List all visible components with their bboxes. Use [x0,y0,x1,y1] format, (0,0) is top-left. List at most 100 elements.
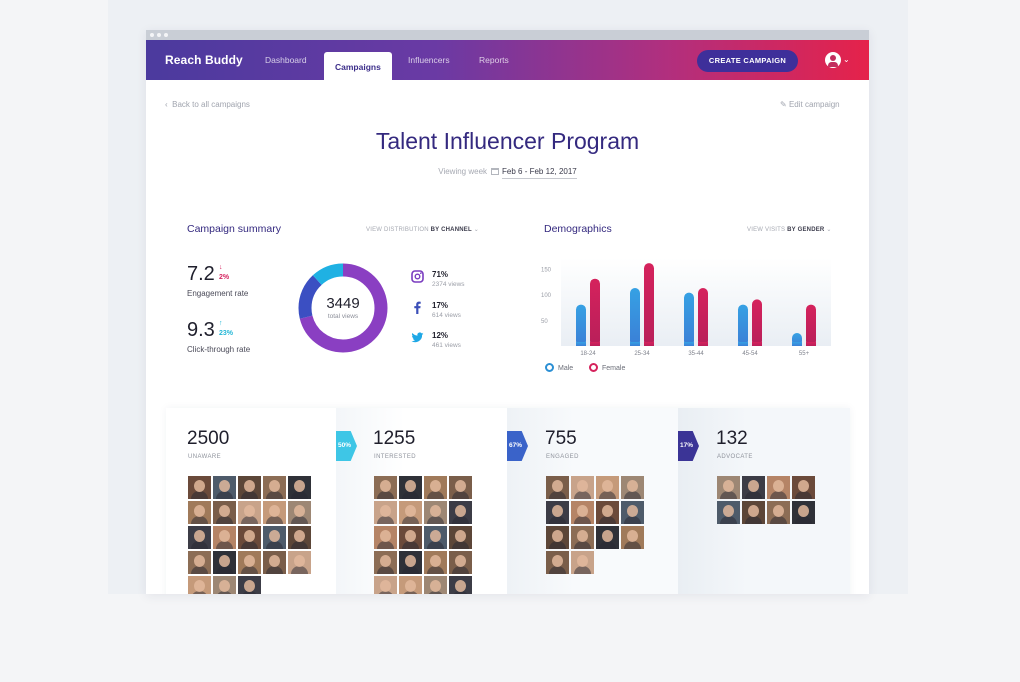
influencer-avatar[interactable] [449,526,472,549]
influencer-avatar[interactable] [188,501,211,524]
influencer-avatar[interactable] [213,526,236,549]
influencer-avatar[interactable] [596,501,619,524]
influencer-avatar[interactable] [288,501,311,524]
influencer-avatar[interactable] [213,476,236,499]
influencer-avatar[interactable] [374,576,397,594]
visits-dropdown-value: BY GENDER [787,227,825,233]
back-link[interactable]: ‹ Back to all campaigns [165,100,250,109]
influencer-avatar[interactable] [238,476,261,499]
influencer-avatar[interactable] [288,551,311,574]
bar-male-35-44[interactable] [684,292,694,346]
brand-logo[interactable]: Reach Buddy [165,53,243,67]
bar-female-35-44[interactable] [698,288,708,346]
influencer-avatar[interactable] [374,501,397,524]
chevron-down-icon: ⌄ [826,227,832,233]
legend-male[interactable]: Male [545,363,573,372]
influencer-avatar[interactable] [792,501,815,524]
instagram-views: 2374 views [432,281,465,288]
influencer-avatar[interactable] [238,551,261,574]
influencer-avatar[interactable] [238,576,261,594]
influencer-avatar[interactable] [263,526,286,549]
visits-dropdown[interactable]: VIEW VISITS BY GENDER ⌄ [747,226,832,233]
engagement-rate-label: Engagement rate [187,289,249,298]
influencer-avatar[interactable] [263,501,286,524]
bar-male-45-54[interactable] [738,304,748,346]
legend-female[interactable]: Female [589,363,625,372]
influencer-avatar[interactable] [717,501,740,524]
influencer-avatar[interactable] [213,576,236,594]
influencer-avatar[interactable] [571,551,594,574]
influencer-avatar[interactable] [374,476,397,499]
influencer-avatar[interactable] [399,551,422,574]
influencer-avatar[interactable] [621,501,644,524]
influencer-avatar[interactable] [449,476,472,499]
x-tick-label: 35-44 [688,351,704,355]
bar-female-18-24[interactable] [590,278,600,346]
influencer-avatar[interactable] [596,476,619,499]
edit-campaign-link[interactable]: ✎ Edit campaign [780,100,840,109]
influencer-avatar[interactable] [238,501,261,524]
create-campaign-button[interactable]: CREATE CAMPAIGN [697,50,798,72]
influencer-avatar[interactable] [792,476,815,499]
influencer-avatar[interactable] [424,576,447,594]
visits-dropdown-prefix: VIEW VISITS [747,227,786,233]
bar-female-25-34[interactable] [644,263,654,346]
influencer-avatar[interactable] [399,526,422,549]
user-avatar-icon[interactable] [825,52,841,68]
influencer-avatar[interactable] [449,501,472,524]
influencer-avatar[interactable] [767,476,790,499]
influencer-avatar[interactable] [424,551,447,574]
week-selector[interactable]: Viewing week Feb 6 - Feb 12, 2017 [146,167,869,179]
influencer-avatar[interactable] [213,551,236,574]
influencer-avatar[interactable] [546,526,569,549]
influencer-avatar[interactable] [742,501,765,524]
week-value[interactable]: Feb 6 - Feb 12, 2017 [502,167,577,179]
influencer-avatar[interactable] [449,551,472,574]
bar-male-18-24[interactable] [576,304,586,346]
influencer-avatar[interactable] [571,476,594,499]
influencer-avatar[interactable] [767,501,790,524]
influencer-avatar[interactable] [188,476,211,499]
influencer-avatar[interactable] [424,476,447,499]
influencer-avatar[interactable] [546,501,569,524]
influencer-avatar[interactable] [374,526,397,549]
influencer-avatar[interactable] [717,476,740,499]
influencer-avatar[interactable] [546,476,569,499]
influencer-avatar[interactable] [374,551,397,574]
influencer-avatar[interactable] [546,551,569,574]
influencer-avatar[interactable] [424,526,447,549]
influencer-avatar[interactable] [399,476,422,499]
influencer-avatar[interactable] [188,526,211,549]
nav-dashboard[interactable]: Dashboard [265,55,307,65]
influencer-avatar[interactable] [263,476,286,499]
distribution-dropdown[interactable]: VIEW DISTRIBUTION BY CHANNEL ⌄ [366,226,479,233]
influencer-avatar[interactable] [399,576,422,594]
influencer-avatar[interactable] [399,501,422,524]
influencer-avatar[interactable] [188,551,211,574]
chevron-down-icon[interactable]: ⌄ [843,55,850,64]
x-tick-label: 25-34 [634,351,650,355]
arrow-up-icon: ↑ [219,320,223,327]
nav-reports[interactable]: Reports [479,55,509,65]
influencer-avatar[interactable] [188,576,211,594]
influencer-avatar[interactable] [213,501,236,524]
nav-campaigns[interactable]: Campaigns [324,52,392,80]
influencer-avatar[interactable] [288,476,311,499]
nav-influencers[interactable]: Influencers [408,55,450,65]
bar-male-25-34[interactable] [630,288,640,346]
influencer-avatar[interactable] [742,476,765,499]
bar-female-45-54[interactable] [752,299,762,346]
influencer-avatar[interactable] [571,526,594,549]
bar-female-55+[interactable] [806,304,816,346]
influencer-avatar[interactable] [288,526,311,549]
influencer-avatar[interactable] [621,526,644,549]
influencer-avatar[interactable] [424,501,447,524]
influencer-avatar[interactable] [596,526,619,549]
influencer-avatar[interactable] [571,501,594,524]
browser-window: Reach Buddy Dashboard Campaigns Influenc… [146,30,869,594]
influencer-avatar[interactable] [263,551,286,574]
influencer-avatar[interactable] [621,476,644,499]
avatar-grid [374,476,472,594]
influencer-avatar[interactable] [449,576,472,594]
influencer-avatar[interactable] [238,526,261,549]
